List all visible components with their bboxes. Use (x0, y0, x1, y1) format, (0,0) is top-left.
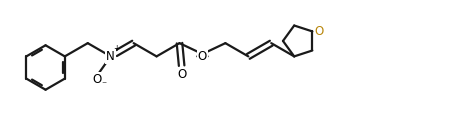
Text: ⁻: ⁻ (101, 81, 106, 91)
Text: O: O (93, 73, 102, 86)
Text: +: + (113, 44, 119, 53)
Text: O: O (315, 25, 324, 38)
Text: O: O (177, 68, 186, 81)
Text: O: O (198, 50, 207, 63)
Text: N: N (106, 50, 115, 63)
